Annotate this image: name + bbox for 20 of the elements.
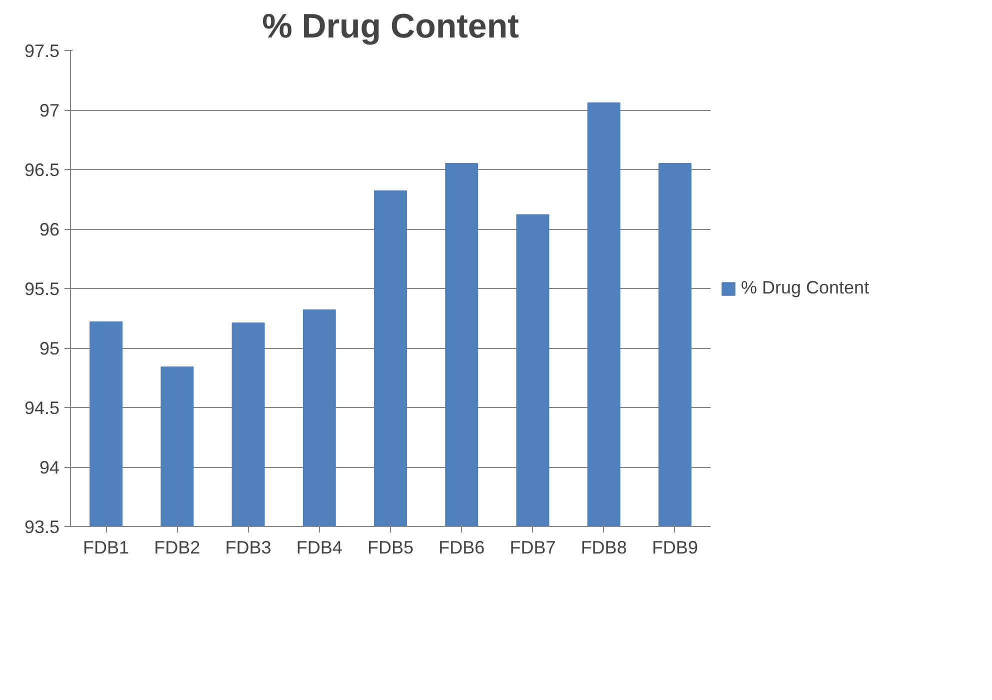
y-tick-label: 94.5	[24, 398, 60, 418]
x-tick-label: FDB1	[83, 538, 130, 558]
x-tick-label: FDB3	[225, 538, 272, 558]
y-tick-label: 97	[39, 100, 60, 120]
y-tick-label: 96.5	[24, 160, 60, 180]
y-tick-label: 94	[39, 458, 60, 478]
x-tick-label: FDB7	[510, 538, 556, 558]
x-tick-label: FDB4	[296, 538, 342, 558]
chart-title: % Drug Content	[262, 8, 519, 46]
x-tick-label: FDB5	[367, 538, 414, 558]
y-tick-label: 95.5	[24, 279, 60, 299]
legend-label: % Drug Content	[741, 278, 870, 298]
x-tick-label: FDB6	[438, 538, 485, 558]
y-tick-label: 95	[39, 338, 60, 358]
y-tick-label: 93.5	[24, 517, 60, 537]
x-tick-label: FDB8	[580, 538, 627, 558]
y-tick-label: 97.5	[24, 41, 60, 61]
x-tick-label: FDB9	[652, 538, 698, 558]
y-tick-label: 96	[39, 220, 60, 240]
x-tick-label: FDB2	[154, 538, 200, 558]
